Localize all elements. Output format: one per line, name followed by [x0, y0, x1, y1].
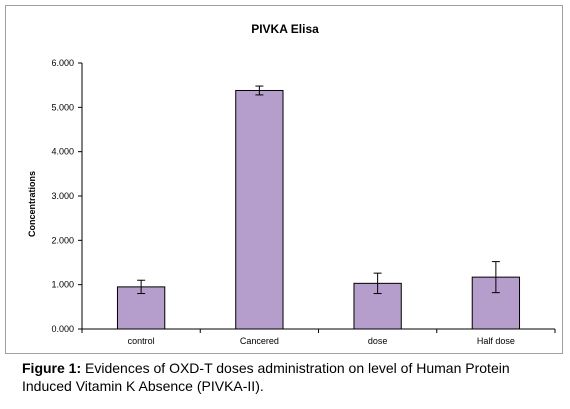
caption-text: Evidences of OXD-T doses administration … [22, 360, 510, 394]
y-tick-label: 6.000 [51, 58, 74, 68]
caption-label: Figure 1: [22, 360, 82, 376]
plot-area: 0.000 1.000 2.000 3.000 4.000 5.000 6.000 contr… [51, 58, 556, 346]
y-tick-label: 4.000 [51, 147, 74, 157]
y-tick-label: 0.000 [51, 324, 74, 334]
x-tick-label: Half dose [477, 336, 515, 346]
bar-chart: PIVKA Elisa Concentrations 0.000 1.000 2.0… [27, 22, 556, 346]
bar [235, 89, 284, 330]
figure-caption: Figure 1: Evidences of OXD-T doses admin… [22, 359, 562, 395]
x-tick-label: control [128, 336, 155, 346]
y-tick-label: 2.000 [51, 235, 74, 245]
y-axis-label: Concentrations [27, 171, 37, 237]
x-tick-label: dose [368, 336, 388, 346]
chart-title: PIVKA Elisa [251, 22, 319, 36]
y-tick-label: 3.000 [51, 191, 74, 201]
bar [116, 286, 166, 330]
chart-frame: PIVKA Elisa Concentrations 0.000 1.000 2.0… [5, 5, 563, 354]
x-tick-label: Cancered [240, 336, 279, 346]
y-tick-label: 1.000 [51, 280, 74, 290]
y-tick-label: 5.000 [51, 102, 74, 112]
